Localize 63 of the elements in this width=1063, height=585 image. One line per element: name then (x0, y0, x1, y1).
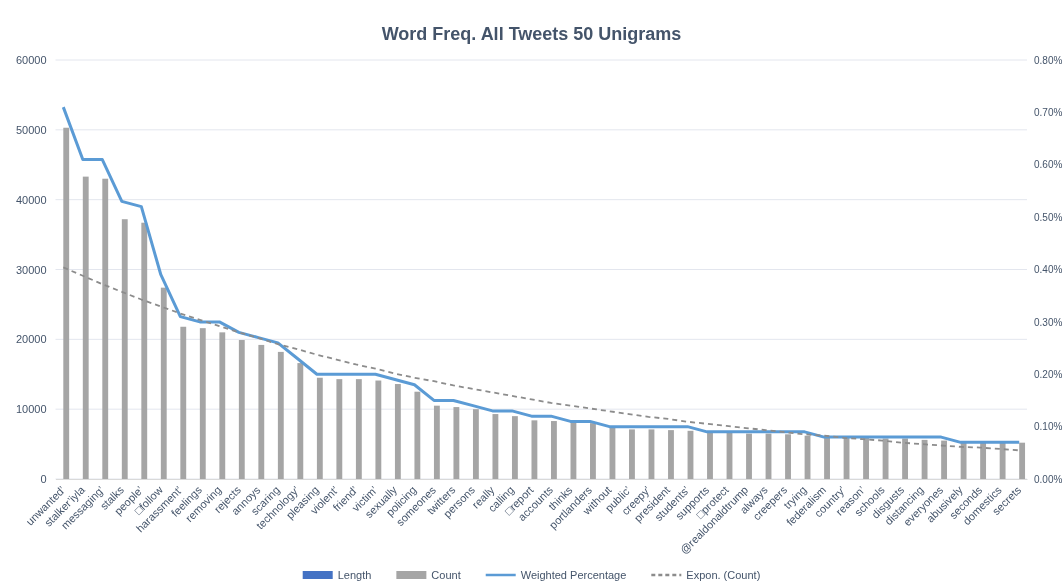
y-tick-label: 50000 (15, 123, 47, 136)
y2-tick-label: 0.40% (1034, 264, 1063, 276)
bar (1019, 442, 1026, 479)
legend-label: Count (431, 569, 461, 581)
legend-label: Expon. (Count) (686, 569, 761, 581)
y-tick-label: 20000 (15, 333, 47, 346)
y2-tick-label: 0.30% (1034, 316, 1063, 328)
legend-label: Weighted Percentage (520, 569, 627, 581)
bar (433, 405, 440, 479)
y-tick-label: 40000 (15, 193, 47, 206)
y2-tick-label: 0.80% (1034, 54, 1063, 66)
bar (999, 441, 1006, 479)
bar (414, 391, 421, 479)
y2-tick-label: 0.60% (1034, 159, 1063, 171)
bar (394, 384, 401, 479)
bar (453, 407, 460, 479)
bar (746, 433, 752, 479)
bar (785, 434, 791, 479)
bar (921, 439, 928, 479)
bar (590, 423, 596, 479)
bar (902, 438, 908, 479)
bar (668, 430, 674, 479)
bar (472, 409, 479, 479)
bar (82, 176, 89, 479)
bar (258, 344, 265, 479)
bar (707, 432, 713, 479)
bar (375, 380, 382, 479)
bar (219, 332, 226, 479)
bar (297, 363, 304, 479)
y2-tick-label: 0.10% (1034, 421, 1063, 433)
line-series (61, 105, 1021, 444)
y-tick-label: 0 (40, 473, 47, 486)
y2-tick-label: 0.20% (1034, 368, 1063, 380)
y2-tick-label: 0.00% (1034, 473, 1063, 485)
line-series (62, 266, 1021, 452)
bar (141, 222, 148, 479)
bar (336, 379, 343, 479)
y2-tick-label: 0.50% (1034, 211, 1063, 223)
y-tick-label: 60000 (15, 54, 47, 67)
bar (863, 437, 869, 479)
bar (492, 414, 499, 479)
bar (238, 340, 245, 479)
bar (160, 287, 167, 479)
bar (277, 351, 284, 479)
bar (531, 420, 538, 479)
bar (355, 379, 362, 479)
bar (551, 421, 557, 479)
y-tick-label: 10000 (15, 403, 47, 416)
bar (199, 328, 206, 479)
bar (941, 440, 948, 479)
y-tick-label: 30000 (15, 263, 47, 276)
bar (629, 429, 635, 479)
bar (121, 219, 128, 479)
legend-label: Length (337, 569, 372, 581)
bar (180, 326, 187, 479)
bar (824, 437, 830, 479)
bar (63, 127, 70, 479)
bar (316, 377, 323, 479)
chart-title: Word Freq. All Tweets 50 Unigrams (381, 24, 682, 44)
bar (511, 416, 518, 479)
bar (102, 178, 109, 479)
y2-tick-label: 0.70% (1034, 107, 1063, 119)
bar (980, 441, 987, 479)
